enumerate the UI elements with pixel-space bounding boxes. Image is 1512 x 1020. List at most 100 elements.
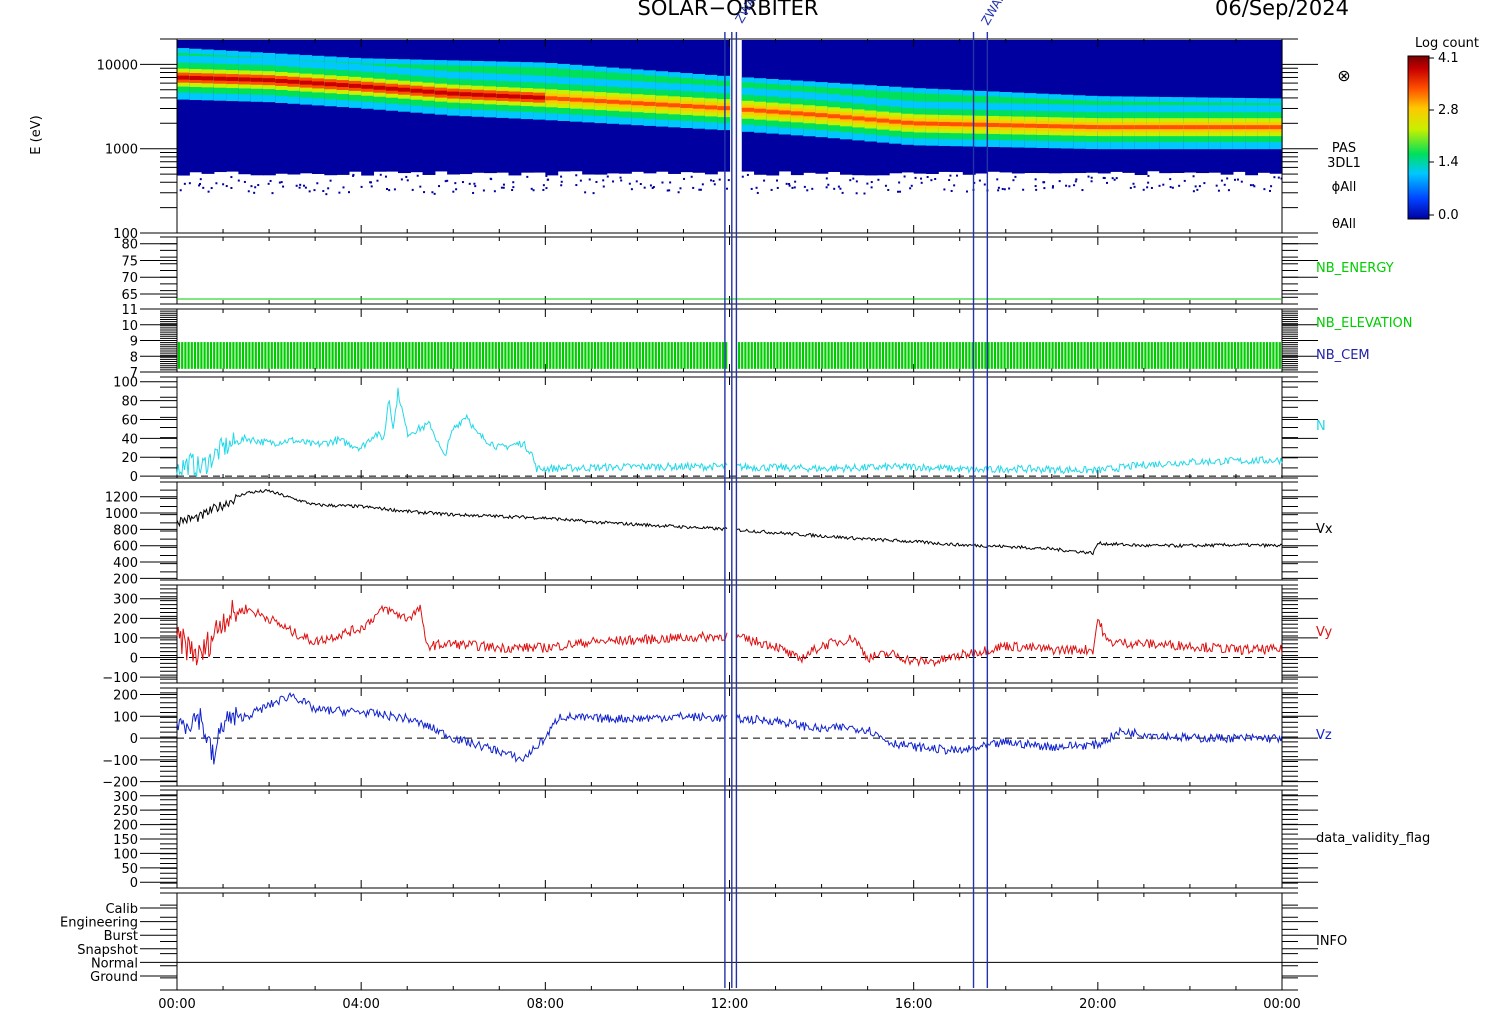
spectrogram-speck: [257, 184, 260, 187]
info-ytick-label: Burst: [104, 929, 138, 944]
spectrogram-speck: [811, 187, 814, 190]
spectrogram-speck: [1227, 189, 1230, 192]
nb_elevation-label: NB_ELEVATION: [1316, 316, 1413, 331]
spectrogram-speck: [1001, 187, 1004, 190]
spectrogram-speck: [750, 187, 753, 190]
spectrogram-speck: [855, 192, 858, 195]
spectrogram-speck: [914, 176, 917, 179]
validity-ytick-label: 50: [121, 862, 138, 877]
spectrogram-cell: [385, 86, 399, 91]
spectrogram-cell: [876, 90, 890, 101]
vz-ytick-label: 0: [130, 732, 138, 747]
spectrogram-speck: [179, 189, 182, 192]
info-panel-frame: [176, 892, 1283, 991]
vx-ytick-label: 1200: [105, 491, 138, 506]
spectrogram-speck: [770, 188, 773, 191]
spectrogram-speck: [1043, 181, 1046, 184]
spectrogram-speck: [639, 183, 642, 186]
mission-title: SOLAR−ORBITER: [637, 0, 818, 20]
spectrogram-speck: [406, 179, 409, 182]
spectrogram-speck: [304, 186, 307, 189]
spectrogram-speck: [1240, 180, 1243, 183]
vx-ytick-label: 800: [113, 523, 138, 538]
spectrogram-speck: [788, 184, 791, 187]
spectrogram-cell: [987, 96, 1001, 107]
spectrogram-cell: [840, 115, 853, 120]
spectrogram-cell: [606, 72, 620, 83]
spectrogram-cell: [680, 78, 694, 89]
spectrogram-cell: [655, 76, 669, 87]
spectrogram-cell: [545, 96, 559, 101]
spectrogram-speck: [776, 179, 779, 182]
spectrogram-speck: [825, 177, 828, 180]
spectrogram-speck: [423, 191, 426, 194]
spectrogram-speck: [247, 190, 250, 193]
spectrogram-cell: [238, 77, 252, 82]
spectrogram-speck: [1169, 178, 1172, 181]
spectrogram-cell: [975, 95, 988, 106]
spectrogram-cell: [483, 93, 497, 98]
spectrogram-cell: [324, 82, 338, 87]
spectrogram-speck: [502, 186, 505, 189]
spectrogram-speck: [953, 184, 956, 187]
spectrogram-speck: [379, 173, 382, 176]
spectrogram-cell: [250, 77, 264, 82]
spectrogram-speck: [472, 191, 475, 194]
vy-ytick-label: −100: [102, 671, 138, 686]
spectrogram-cell: [275, 78, 289, 83]
time-tick-label: 04:00: [342, 997, 379, 1012]
colorbar-tick-label: 2.8: [1438, 103, 1459, 118]
spectrogram-cell: [1122, 125, 1136, 130]
spectrogram-speck: [225, 185, 228, 188]
spectrogram-cell: [1110, 125, 1123, 130]
spectrogram-speck: [542, 184, 545, 187]
spectrogram-cell: [299, 80, 313, 85]
spectrogram-speck: [575, 184, 578, 187]
spectrogram-speck: [303, 184, 306, 187]
spectrogram-cell: [557, 68, 571, 79]
validity-label: data_validity_flag: [1316, 831, 1430, 846]
spectrogram-speck: [269, 179, 272, 182]
time-tick-label: 16:00: [895, 997, 932, 1012]
spectrogram-cell: [864, 90, 878, 101]
spectrogram-speck: [546, 178, 549, 181]
nb_elevation-ytick-label: 11: [121, 303, 138, 318]
spectrogram-speck: [602, 185, 605, 188]
validity-ytick-label: 300: [113, 790, 138, 805]
spectrogram-speck: [746, 173, 749, 176]
spectrogram-speck: [352, 173, 355, 176]
spectrogram-cell: [852, 116, 866, 121]
spectrogram-speck: [791, 186, 794, 189]
spectrogram-speck: [1090, 180, 1093, 183]
nb_elevation-ytick-label: 10: [121, 319, 138, 334]
spectrogram-speck: [870, 186, 873, 189]
spectrogram-cell: [262, 78, 276, 83]
spectrogram-speck: [825, 186, 828, 189]
spectrogram-cell: [815, 113, 829, 118]
spectrogram-speck: [1090, 176, 1093, 179]
info-label: INFO: [1316, 934, 1347, 949]
spectrogram-speck: [419, 185, 422, 188]
spectrogram-speck: [388, 189, 391, 192]
spectrogram-cell: [361, 84, 375, 89]
spectrogram-cell: [913, 93, 927, 104]
spectrogram-cell: [1073, 124, 1087, 129]
validity-panel-frame: [176, 789, 1283, 889]
spectrogram-speck: [903, 175, 906, 178]
spectrogram-speck: [669, 181, 672, 184]
spectrogram-cell: [704, 105, 718, 110]
nb_energy-ytick-label: 70: [121, 271, 138, 286]
spectrogram-cell: [1036, 98, 1050, 109]
spectrogram-speck: [438, 185, 441, 188]
spectrogram-speck: [712, 180, 715, 183]
spectrogram-cell: [520, 95, 534, 100]
spectrogram-speck: [384, 175, 387, 178]
spectrogram-speck: [280, 181, 283, 184]
spectrogram-cell: [778, 110, 792, 115]
spectrogram-cell: [422, 89, 436, 94]
spectrogram-speck: [444, 180, 447, 183]
spectrogram-cell: [950, 122, 964, 127]
spectrogram-speck: [1196, 188, 1199, 191]
spectrogram-cell: [815, 87, 829, 98]
spectrogram-cell: [447, 65, 460, 76]
